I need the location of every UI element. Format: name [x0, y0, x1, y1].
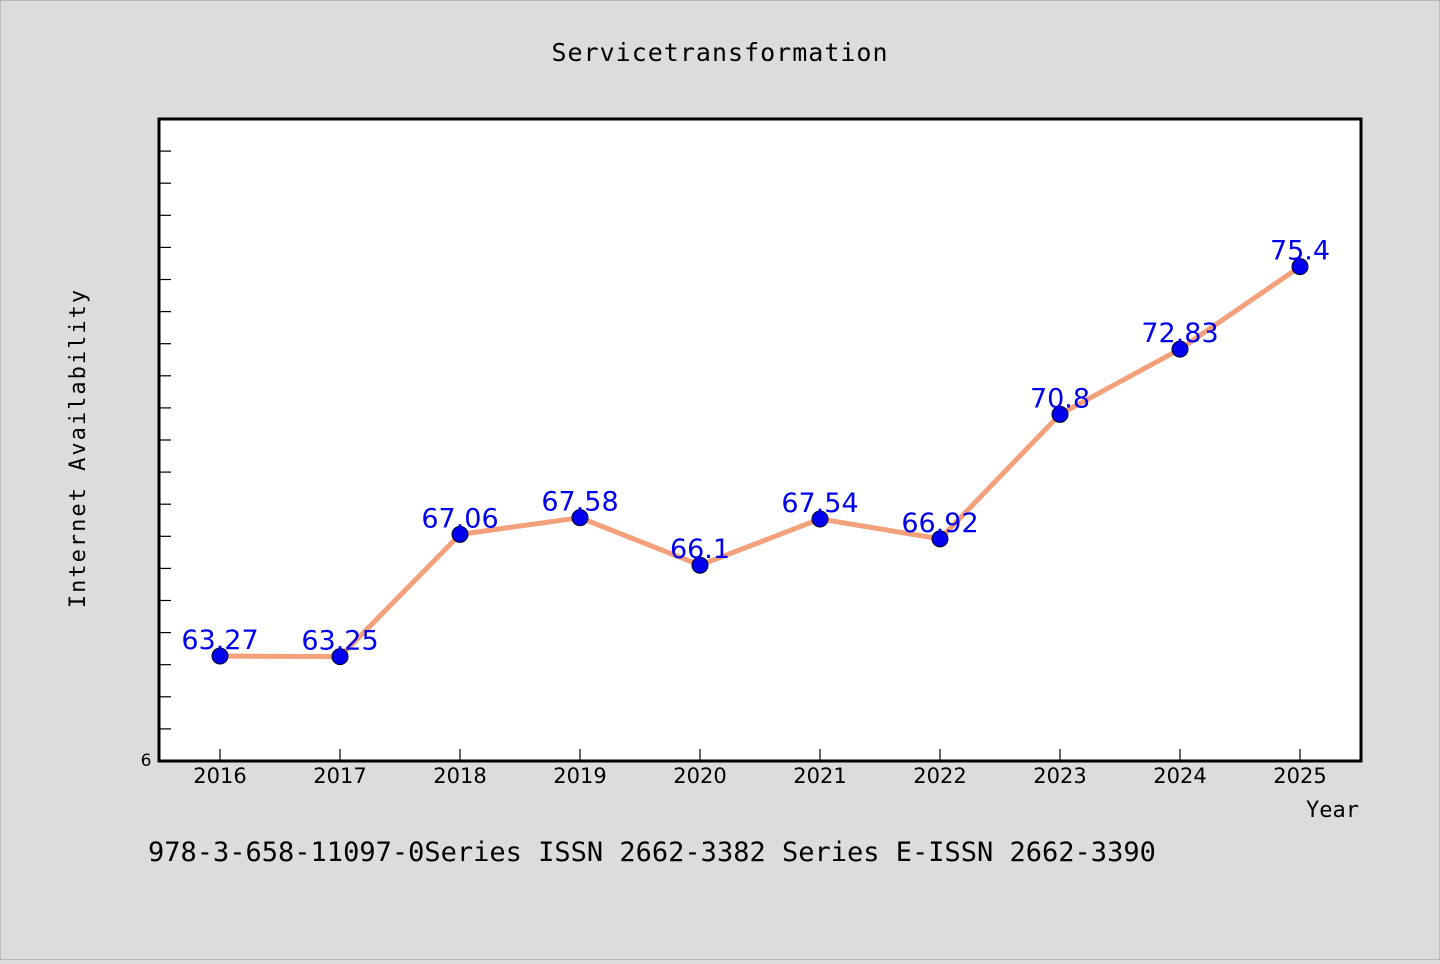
data-point	[331, 648, 349, 666]
data-point	[811, 510, 829, 528]
data-label: 72.83	[1141, 318, 1218, 349]
data-label: 67.06	[421, 503, 498, 534]
y-tick-label: 6	[141, 751, 152, 771]
x-axis-label: Year	[1306, 798, 1359, 823]
data-point	[1291, 258, 1309, 276]
plot-area	[157, 117, 1363, 763]
data-labels: 63.27 63.25 67.06 67.58 66.1 67.54 66.92 70.8 72…	[181, 236, 1330, 657]
data-point	[931, 530, 949, 548]
data-label: 66.1	[670, 534, 730, 565]
data-label: 75.4	[1270, 236, 1330, 267]
x-tick-label: 2021	[793, 764, 846, 788]
data-label: 63.27	[181, 625, 258, 656]
x-tick-label: 2020	[673, 764, 726, 788]
data-label: 70.8	[1030, 383, 1090, 414]
data-point	[211, 647, 229, 665]
x-tick-label: 2025	[1273, 764, 1326, 788]
x-tick-label: 2018	[433, 764, 486, 788]
chart-title: Servicetransformation	[551, 38, 888, 67]
x-tick-label: 2024	[1153, 764, 1206, 788]
x-tick-labels: 2016 2017 2018 2019 2020 2021 2022 2023 2024 2025	[193, 764, 1326, 788]
series-markers	[211, 258, 1309, 666]
data-label: 66.92	[901, 508, 978, 539]
y-axis-label: Internet Availability	[66, 288, 91, 608]
data-label: 67.58	[541, 487, 618, 518]
data-label: 63.25	[301, 626, 378, 657]
data-point	[1171, 340, 1189, 358]
data-point	[1051, 405, 1069, 423]
footer-isbn-text: 978-3-658-11097-0Series ISSN 2662-3382 S…	[148, 837, 1156, 868]
data-point	[691, 556, 709, 574]
data-point	[571, 509, 589, 527]
data-label: 67.54	[781, 488, 858, 519]
data-point	[451, 525, 469, 543]
x-tick-label: 2019	[553, 764, 606, 788]
y-axis-ticks	[159, 150, 171, 730]
x-axis-ticks	[219, 749, 1301, 761]
x-tick-label: 2016	[193, 764, 246, 788]
x-tick-label: 2017	[313, 764, 366, 788]
series-line	[217, 264, 1303, 660]
x-tick-label: 2022	[913, 764, 966, 788]
x-tick-label: 2023	[1033, 764, 1086, 788]
